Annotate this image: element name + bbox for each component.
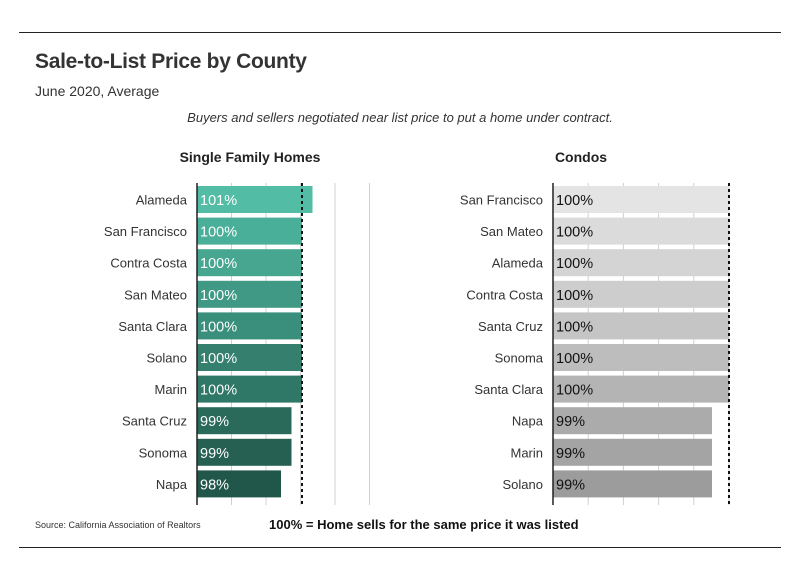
category-label: Alameda <box>136 193 188 208</box>
value-label: 100% <box>200 319 237 335</box>
bar <box>553 375 729 403</box>
bar <box>553 438 712 466</box>
bar <box>197 312 302 340</box>
chart-note-text: Buyers and sellers negotiated near list … <box>187 110 613 125</box>
panel-title: Single Family Homes <box>180 149 321 165</box>
bar <box>197 438 292 466</box>
category-label: Sonoma <box>139 445 188 460</box>
category-label: Napa <box>156 477 188 492</box>
value-label: 100% <box>200 288 237 304</box>
value-label: 98% <box>200 477 229 493</box>
value-label: 99% <box>556 477 585 493</box>
bar <box>197 375 302 403</box>
bar <box>553 280 729 308</box>
category-label: Santa Cruz <box>478 319 543 334</box>
category-label: Napa <box>512 414 544 429</box>
bottom-rule <box>19 547 781 548</box>
bar <box>553 344 729 371</box>
category-label: Alameda <box>492 256 544 271</box>
value-label: 100% <box>556 225 593 241</box>
bar <box>553 407 712 435</box>
value-label: 100% <box>556 193 593 209</box>
chart-note: Buyers and sellers negotiated near list … <box>0 110 800 125</box>
value-label: 100% <box>556 383 593 399</box>
value-label: 100% <box>556 351 593 367</box>
category-label: Contra Costa <box>466 287 543 302</box>
category-label: Solano <box>503 477 543 492</box>
category-label: Santa Clara <box>474 382 543 397</box>
category-label: San Mateo <box>124 287 187 302</box>
source-note: Source: California Association of Realto… <box>35 520 201 530</box>
chart-subtitle: June 2020, Average <box>35 83 160 99</box>
value-label: 100% <box>556 256 593 272</box>
bar <box>553 470 712 498</box>
value-label: 101% <box>200 193 237 209</box>
bar <box>197 249 302 277</box>
chart-title: Sale-to-List Price by County <box>35 50 307 73</box>
value-label: 100% <box>556 288 593 304</box>
value-label: 99% <box>556 414 585 430</box>
value-label: 100% <box>200 351 237 367</box>
category-label: Solano <box>147 351 187 366</box>
bar <box>197 280 302 308</box>
top-rule <box>19 32 781 33</box>
value-label: 99% <box>200 414 229 430</box>
category-label: Santa Clara <box>118 319 187 334</box>
category-label: Santa Cruz <box>122 414 187 429</box>
bar <box>197 217 302 245</box>
category-label: Contra Costa <box>110 256 187 271</box>
bar <box>553 249 729 277</box>
bar <box>197 407 292 435</box>
panel-title: Condos <box>555 149 607 165</box>
value-label: 100% <box>556 319 593 335</box>
category-label: Marin <box>510 445 543 460</box>
value-label: 99% <box>200 446 229 462</box>
bar <box>197 470 281 498</box>
category-label: Marin <box>154 382 187 397</box>
bar <box>553 217 729 245</box>
category-label: Sonoma <box>495 351 544 366</box>
value-label: 100% <box>200 256 237 272</box>
value-label: 99% <box>556 446 585 462</box>
category-label: San Mateo <box>480 224 543 239</box>
value-label: 100% <box>200 383 237 399</box>
legend-note: 100% = Home sells for the same price it … <box>269 517 579 532</box>
bar <box>553 186 729 213</box>
value-label: 100% <box>200 225 237 241</box>
category-label: San Francisco <box>460 193 543 208</box>
category-label: San Francisco <box>104 224 187 239</box>
bar <box>553 312 729 340</box>
bar <box>197 344 302 371</box>
bar <box>197 186 313 213</box>
